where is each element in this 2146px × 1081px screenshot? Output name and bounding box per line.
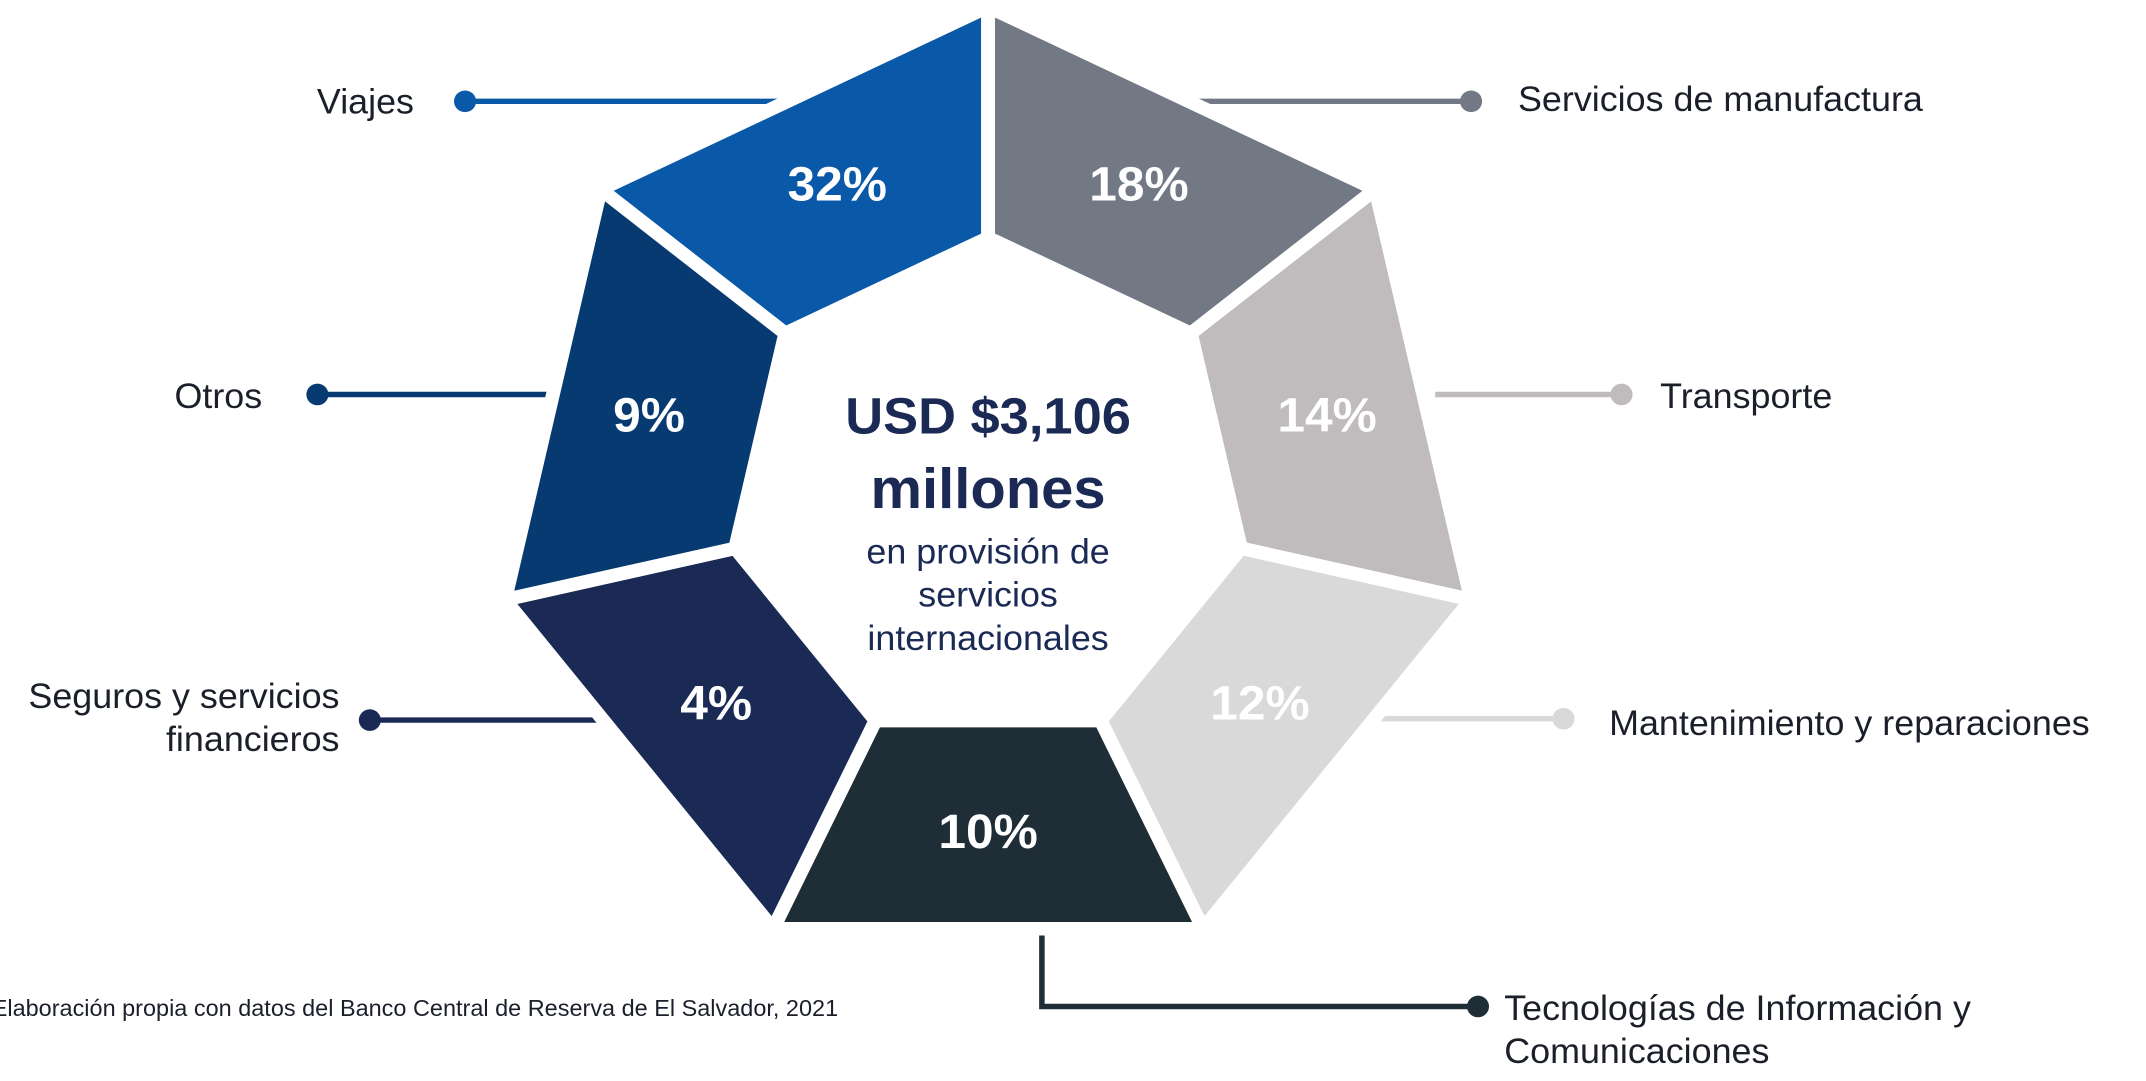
value-label: 18% xyxy=(1089,157,1188,211)
source-note: Elaboración propia con datos del Banco C… xyxy=(0,995,839,1022)
leader-line xyxy=(1039,929,1478,1010)
value-label: 10% xyxy=(938,804,1037,858)
legend-dot xyxy=(1552,707,1575,730)
legend-label: Tecnologías de Información y Comunicacio… xyxy=(1504,987,1971,1072)
value-label: 9% xyxy=(613,388,685,442)
legend-label: Otros xyxy=(174,375,263,417)
value-label: 14% xyxy=(1277,388,1376,442)
legend-dot xyxy=(358,709,381,731)
legend-label: Mantenimiento y reparaciones xyxy=(1609,702,2090,744)
value-label: 12% xyxy=(1210,676,1309,730)
value-label: 4% xyxy=(680,676,752,730)
legend-dot xyxy=(306,383,329,406)
center-text: en provisión de servicios internacionale… xyxy=(866,530,1110,658)
legend-dot xyxy=(1460,90,1483,113)
legend-dot xyxy=(1466,995,1490,1018)
center-subtitle: millones xyxy=(870,456,1106,521)
value-label: 32% xyxy=(787,157,886,211)
legend-label: Servicios de manufactura xyxy=(1518,78,1923,119)
center-title: USD $3,106 xyxy=(845,389,1131,446)
legend-label: Viajes xyxy=(316,81,414,122)
segment xyxy=(495,177,793,609)
legend-dot xyxy=(454,90,477,113)
legend-label: Seguros y servicios financieros xyxy=(28,675,340,760)
legend-label: Transporte xyxy=(1660,375,1833,417)
legend-dot xyxy=(1610,383,1633,406)
